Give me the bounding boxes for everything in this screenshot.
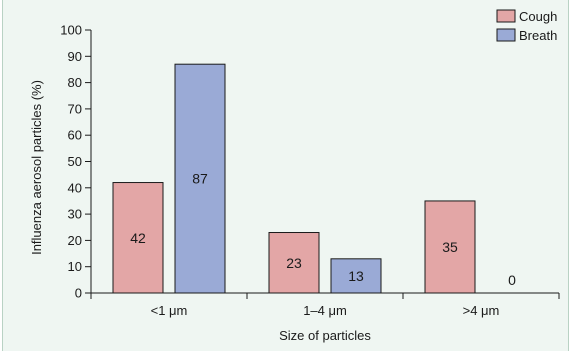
x-tick-label: 1–4 μm [303, 303, 347, 318]
y-tick-label: 0 [75, 286, 82, 301]
x-axis-title: Size of particles [279, 328, 371, 343]
y-tick-label: 50 [68, 154, 82, 169]
bar-value-label: 87 [192, 171, 208, 187]
x-tick-label: >4 μm [463, 303, 500, 318]
y-tick-label: 30 [68, 207, 82, 222]
y-tick-label: 90 [68, 49, 82, 64]
y-tick-label: 60 [68, 128, 82, 143]
bar-value-label: 13 [348, 268, 364, 284]
legend-swatch-cough [497, 10, 515, 22]
y-tick-label: 40 [68, 180, 82, 195]
y-axis-title: Influenza aerosol particles (%) [29, 80, 44, 255]
legend: Cough Breath [497, 9, 557, 43]
y-tick-label: 10 [68, 259, 82, 274]
x-tick-label: <1 μm [151, 303, 188, 318]
legend-swatch-breath [497, 29, 515, 41]
y-tick-label: 80 [68, 75, 82, 90]
legend-label-cough: Cough [519, 9, 557, 24]
y-ticks-group: 0 10 20 30 40 50 60 70 80 90 100 [60, 23, 91, 301]
y-tick-label: 70 [68, 101, 82, 116]
bar-chart: 42 87 23 13 35 0 0 10 20 30 40 50 60 70 80 90 100 <1 μm… [3, 0, 570, 351]
bar-value-label: 23 [286, 255, 302, 271]
y-tick-label: 20 [68, 233, 82, 248]
bar-value-label: 0 [508, 272, 516, 288]
bar-value-label: 35 [442, 239, 458, 255]
y-tick-label: 100 [60, 23, 82, 38]
x-ticks-group: <1 μm 1–4 μm >4 μm [91, 293, 559, 318]
legend-label-breath: Breath [519, 28, 557, 43]
bar-value-label: 42 [130, 230, 146, 246]
